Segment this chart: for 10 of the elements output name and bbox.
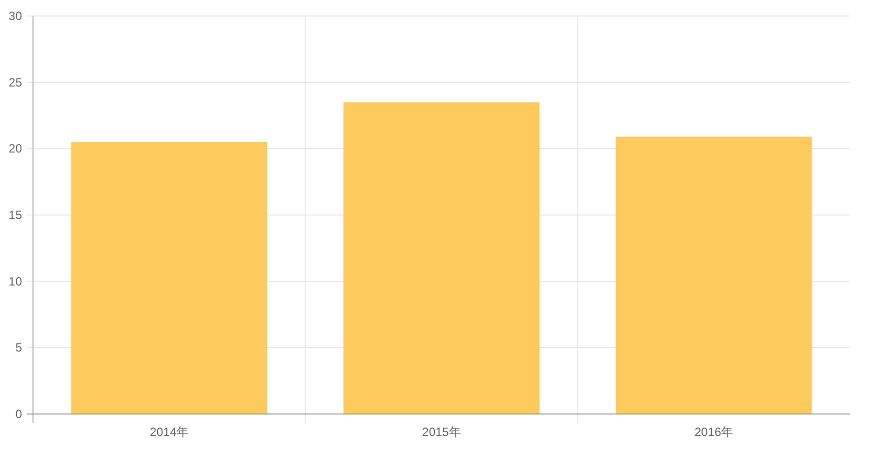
y-tick-label: 0 — [15, 407, 22, 421]
x-tick-label: 2015年 — [422, 425, 461, 439]
x-tick-label: 2016年 — [694, 425, 734, 439]
y-tick-label: 10 — [8, 274, 22, 288]
y-tick-label: 25 — [8, 75, 22, 90]
x-tick-label: 2014年 — [150, 425, 189, 439]
y-tick-label: 15 — [8, 208, 22, 222]
y-tick-label: 5 — [15, 340, 22, 355]
y-tick-label: 20 — [8, 142, 22, 156]
y-tick-label: 30 — [8, 9, 22, 23]
